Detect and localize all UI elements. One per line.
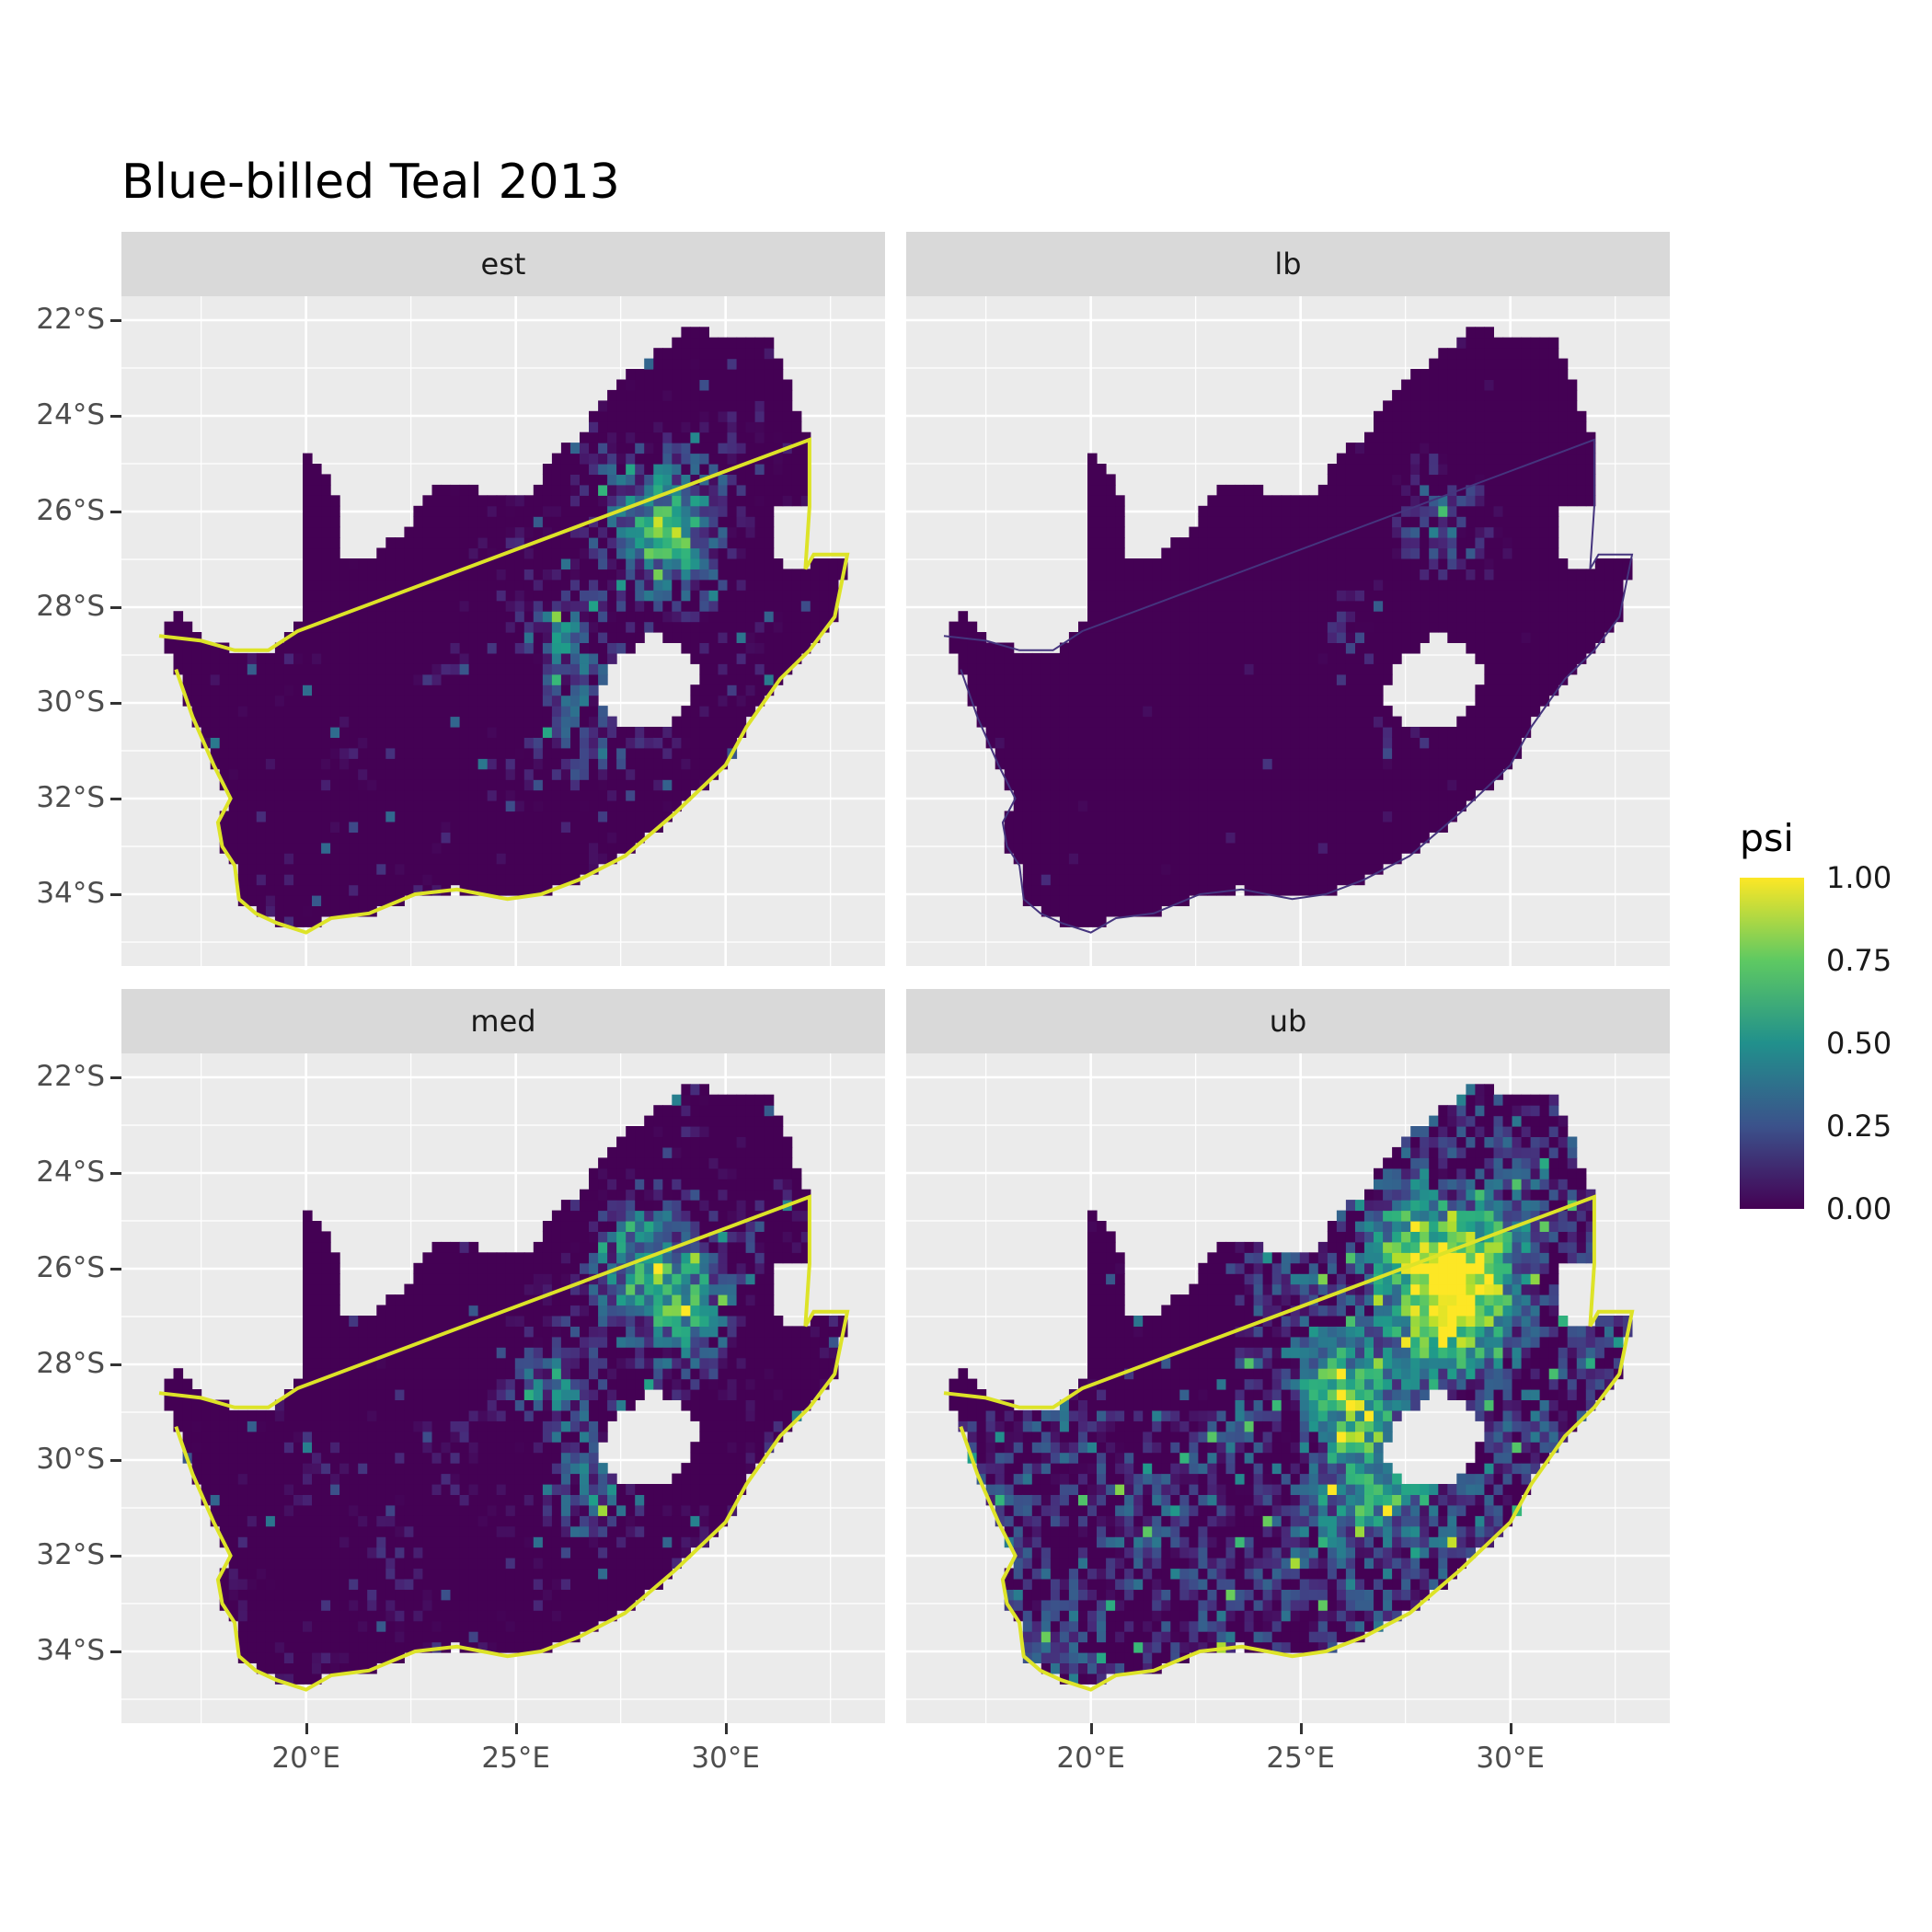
x-tick-label: 20°E (1056, 1742, 1125, 1775)
legend-title: psi (1740, 816, 1794, 860)
y-tick-label: 30°S (36, 1443, 105, 1476)
y-tick-label: 28°S (36, 590, 105, 623)
x-tick-mark (1089, 1723, 1093, 1734)
y-tick-label: 34°S (36, 1634, 105, 1667)
legend-label: 1.00 (1826, 860, 1892, 895)
map-panel-est (121, 296, 885, 966)
facet-strip-med: med (121, 989, 885, 1053)
facet-strip-est: est (121, 232, 885, 296)
legend-label: 0.00 (1826, 1191, 1892, 1226)
facet-strip-ub: ub (906, 989, 1670, 1053)
x-tick-label: 25°E (1266, 1742, 1335, 1775)
y-tick-label: 22°S (36, 303, 105, 336)
legend-label: 0.50 (1826, 1026, 1892, 1061)
x-tick-mark (514, 1723, 518, 1734)
x-tick-mark (305, 1723, 308, 1734)
map-panel-med (121, 1053, 885, 1723)
x-tick-label: 25°E (481, 1742, 550, 1775)
y-tick-label: 30°S (36, 685, 105, 719)
y-tick-label: 28°S (36, 1347, 105, 1380)
coastline (943, 1194, 1635, 1692)
psi-raster (164, 327, 848, 927)
y-tick-label: 24°S (36, 398, 105, 431)
map-panel-ub (906, 1053, 1670, 1723)
y-tick-label: 26°S (36, 1251, 105, 1284)
y-tick-label: 24°S (36, 1156, 105, 1189)
legend-label: 0.25 (1826, 1109, 1892, 1144)
psi-raster (949, 1084, 1633, 1685)
y-tick-label: 32°S (36, 781, 105, 814)
facet-label: ub (1269, 1004, 1307, 1039)
y-tick-mark (110, 893, 121, 896)
y-tick-label: 22°S (36, 1060, 105, 1093)
x-tick-label: 30°E (691, 1742, 760, 1775)
map-panel-lb (906, 296, 1670, 966)
y-tick-mark (110, 1363, 121, 1366)
y-tick-mark (110, 415, 121, 418)
coastline (158, 437, 850, 935)
facet-strip-lb: lb (906, 232, 1670, 296)
x-tick-label: 20°E (271, 1742, 340, 1775)
x-tick-mark (1509, 1723, 1512, 1734)
facet-label: lb (1274, 247, 1302, 282)
x-tick-label: 30°E (1476, 1742, 1545, 1775)
plot-title: Blue-billed Teal 2013 (121, 155, 620, 210)
coastline (943, 438, 1634, 934)
y-tick-mark (110, 1172, 121, 1175)
y-tick-mark (110, 1076, 121, 1079)
facet-label: est (480, 247, 526, 282)
y-tick-label: 26°S (36, 494, 105, 527)
psi-raster (949, 327, 1633, 927)
y-tick-mark (110, 319, 121, 322)
y-tick-mark (110, 511, 121, 513)
x-tick-mark (724, 1723, 728, 1734)
legend-label: 0.75 (1826, 943, 1892, 978)
y-tick-label: 34°S (36, 877, 105, 910)
y-tick-mark (110, 798, 121, 800)
y-tick-mark (110, 1268, 121, 1271)
y-tick-mark (110, 1459, 121, 1462)
y-tick-mark (110, 1650, 121, 1653)
y-tick-mark (110, 702, 121, 705)
legend-colorbar (1740, 878, 1804, 1209)
psi-raster (164, 1084, 848, 1685)
coastline (158, 1194, 850, 1692)
y-tick-mark (110, 606, 121, 609)
facet-label: med (470, 1004, 536, 1039)
y-tick-label: 32°S (36, 1538, 105, 1571)
y-tick-mark (110, 1555, 121, 1558)
x-tick-mark (1299, 1723, 1303, 1734)
